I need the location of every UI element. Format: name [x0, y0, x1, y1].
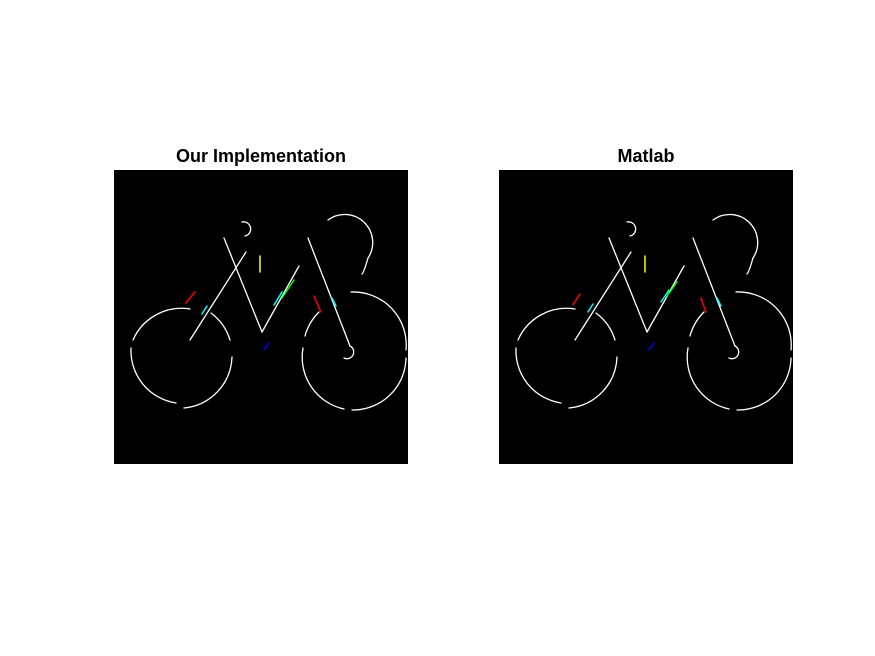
panel-title: Our Implementation [175, 146, 346, 166]
bicycle-edge-image [499, 170, 793, 464]
panel-title: Matlab [617, 146, 675, 166]
bicycle-edge-image [114, 170, 408, 464]
